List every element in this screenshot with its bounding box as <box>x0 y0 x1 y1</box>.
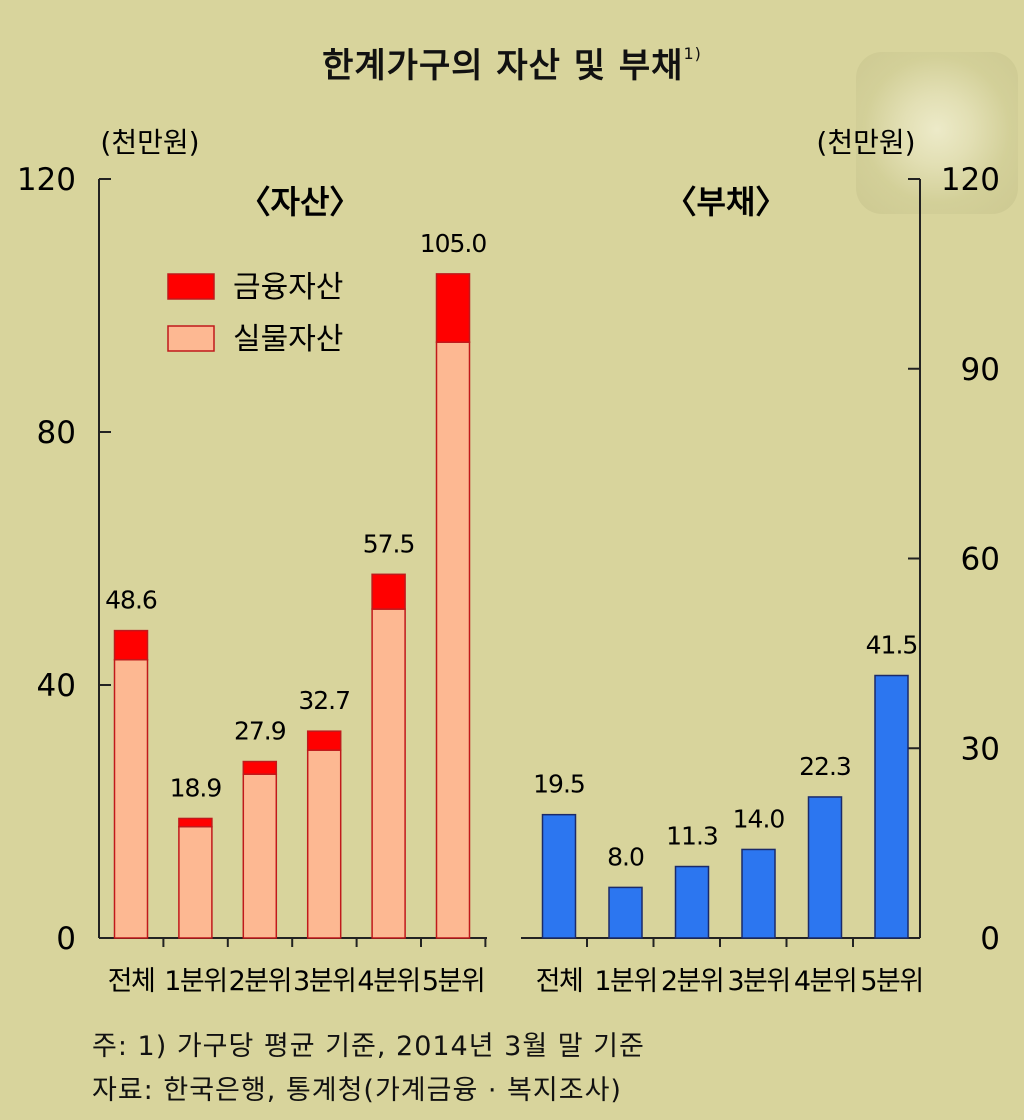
debt-panel-title: 〈부채〉 <box>665 183 788 221</box>
bar-debt-전체 <box>541 813 577 939</box>
bar-실물자산-4분위 <box>371 608 406 939</box>
bar-실물자산-전체 <box>113 658 149 939</box>
left-y-tick-label: 40 <box>37 668 76 704</box>
debt-value-label: 11.3 <box>666 822 718 851</box>
right-x-tick-label: 전체 <box>536 966 583 997</box>
assets-total-label: 57.5 <box>363 529 415 558</box>
assets-total-label: 105.0 <box>420 229 487 258</box>
left-unit-label: (천만원) <box>100 126 199 159</box>
corner-badge <box>856 52 1018 214</box>
assets-total-label: 48.6 <box>105 586 157 615</box>
bar-금융자산-3분위 <box>306 730 342 751</box>
right-x-tick-label: 2분위 <box>661 966 723 997</box>
assets-total-label: 32.7 <box>298 686 350 715</box>
right-x-tick-label: 1분위 <box>594 966 656 997</box>
debt-value-label: 14.0 <box>733 804 785 833</box>
legend-swatch-실물자산 <box>167 325 215 352</box>
bar-금융자산-5분위 <box>435 273 471 343</box>
bar-실물자산-5분위 <box>435 341 471 939</box>
debt-value-label: 41.5 <box>866 631 918 660</box>
footnote-basis: 주: 1) 가구당 평균 기준, 2014년 3월 말 기준 <box>92 1031 645 1062</box>
footnote-source: 자료: 한국은행, 통계청(가계금융 · 복지조사) <box>92 1075 622 1106</box>
left-x-tick-label: 1분위 <box>164 966 226 997</box>
right-x-tick-label: 3분위 <box>727 966 789 997</box>
left-x-tick-label: 2분위 <box>229 966 291 997</box>
bar-실물자산-2분위 <box>242 773 278 939</box>
right-y-tick-label: 120 <box>941 162 1000 198</box>
right-x-tick-label: 4분위 <box>794 966 856 997</box>
right-y-tick-label: 30 <box>961 731 1000 767</box>
bar-실물자산-1분위 <box>178 825 213 939</box>
right-unit-label: (천만원) <box>816 126 915 159</box>
bar-debt-1분위 <box>608 886 643 939</box>
bar-debt-3분위 <box>741 848 776 939</box>
debt-value-label: 19.5 <box>533 770 585 799</box>
assets-total-label: 27.9 <box>234 717 286 746</box>
chart-title: 한계가구의 자산 및 부채1) <box>322 43 702 86</box>
right-x-tick-label: 5분위 <box>860 966 922 997</box>
left-x-tick-label: 4분위 <box>357 966 419 997</box>
right-y-tick-label: 0 <box>980 921 1000 957</box>
debt-value-label: 8.0 <box>607 842 644 871</box>
left-x-tick-label: 3분위 <box>293 966 355 997</box>
debt-value-label: 22.3 <box>799 752 851 781</box>
bar-debt-4분위 <box>807 796 843 939</box>
assets-total-label: 18.9 <box>170 773 222 802</box>
legend-label-실물자산: 실물자산 <box>233 322 343 357</box>
left-x-tick-label: 전체 <box>108 966 155 997</box>
right-y-tick-label: 60 <box>961 542 1000 578</box>
legend-label-금융자산: 금융자산 <box>233 270 343 305</box>
left-y-tick-label: 120 <box>17 162 76 198</box>
left-x-tick-label: 5분위 <box>422 966 484 997</box>
bar-금융자산-1분위 <box>178 817 213 828</box>
left-y-tick-label: 0 <box>56 921 76 957</box>
left-y-tick-label: 80 <box>37 415 76 451</box>
bar-debt-5분위 <box>874 674 909 939</box>
right-y-tick-label: 90 <box>961 352 1000 388</box>
bar-debt-2분위 <box>674 865 710 939</box>
bar-금융자산-2분위 <box>242 760 278 775</box>
bar-실물자산-3분위 <box>306 749 342 939</box>
assets-panel-title: 〈자산〉 <box>239 183 362 221</box>
bar-금융자산-4분위 <box>371 573 406 610</box>
title-footnote-mark: 1) <box>683 43 702 63</box>
legend-swatch-금융자산 <box>167 273 215 300</box>
bar-금융자산-전체 <box>113 629 149 661</box>
